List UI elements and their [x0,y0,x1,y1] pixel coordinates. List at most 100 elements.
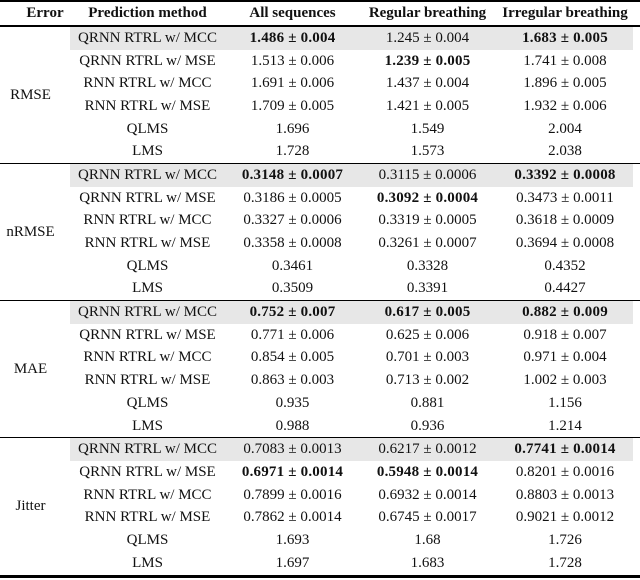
error-group-mae: MAE QRNN RTRL w/ MCC 0.752 ± 0.007 0.617 ± … [0,300,640,438]
value-cell: 0.617 ± 0.005 [360,300,495,324]
table-row: RNN RTRL w/ MCC 0.7899 ± 0.0016 0.6932 ± 0… [0,484,640,507]
value-cell: 0.936 [410,417,445,434]
table-row: QLMS 1.696 1.549 2.004 [0,118,640,141]
method-cell: QRNN RTRL w/ MSE [79,326,216,343]
value-cell: 0.6932 ± 0.0014 [378,486,477,503]
value-cell: 0.3509 [271,280,314,297]
method-cell: QRNN RTRL w/ MCC [70,300,237,324]
table-row: LMS 0.3509 0.3391 0.4427 [0,278,640,301]
value-cell: 0.6217 ± 0.0012 [360,437,495,462]
method-cell: QLMS [126,394,169,411]
error-group-label: RMSE [0,25,70,164]
value-cell: 1.549 [410,120,445,137]
value-cell: 1.709 ± 0.005 [250,97,335,114]
value-cell: 1.245 ± 0.004 [360,25,495,50]
value-cell: 0.701 ± 0.003 [385,349,470,366]
value-cell: 1.68 [414,531,441,548]
value-cell: 0.3327 ± 0.0006 [243,212,342,229]
method-cell: QLMS [126,531,169,548]
error-group-jitter: Jitter QRNN RTRL w/ MCC 0.7083 ± 0.0013 0.6… [0,437,640,576]
method-cell: QRNN RTRL w/ MCC [70,25,237,50]
value-cell: 0.7741 ± 0.0014 [495,437,640,462]
method-cell: QLMS [126,120,169,137]
value-cell: 1.932 ± 0.006 [523,97,607,114]
method-cell: RNN RTRL w/ MCC [83,212,212,229]
method-cell: QRNN RTRL w/ MCC [70,437,237,462]
table-row: RMSE QRNN RTRL w/ MCC 1.486 ± 0.004 1.245 ±… [0,25,640,164]
value-cell: 0.4352 [544,257,586,274]
table-row: Jitter QRNN RTRL w/ MCC 0.7083 ± 0.0013 0.6… [0,437,640,576]
method-cell: RNN RTRL w/ MCC [83,349,212,366]
table-header: Error Prediction method All sequences Re… [0,1,640,27]
value-cell: 0.854 ± 0.005 [250,349,335,366]
value-cell: 0.3391 [406,280,449,297]
method-cell: LMS [132,143,163,160]
method-cell: QRNN RTRL w/ MSE [79,463,216,480]
value-cell: 2.038 [548,143,582,160]
value-cell: 1.896 ± 0.005 [523,75,607,92]
table-row: QLMS 0.935 0.881 1.156 [0,392,640,415]
value-cell: 0.3261 ± 0.0007 [378,235,477,252]
value-cell: 0.6971 ± 0.0014 [241,463,344,480]
value-cell: 0.3092 ± 0.0004 [376,189,479,206]
method-cell: RNN RTRL w/ MCC [83,486,212,503]
value-cell: 1.239 ± 0.005 [384,52,471,69]
value-cell: 0.3392 ± 0.0008 [495,163,640,187]
table-row: LMS 0.988 0.936 1.214 [0,415,640,438]
error-group-label: Jitter [0,437,70,576]
value-cell: 1.486 ± 0.004 [237,25,360,50]
value-cell: 1.683 [410,554,445,571]
value-cell: 0.918 ± 0.007 [523,326,607,343]
error-group-nrmse: nRMSE QRNN RTRL w/ MCC 0.3148 ± 0.0007 0.31… [0,163,640,301]
error-group-label: MAE [0,300,70,438]
value-cell: 0.3115 ± 0.0006 [360,163,495,187]
value-cell: 0.6745 ± 0.0017 [378,509,477,526]
value-cell: 0.625 ± 0.006 [385,326,470,343]
method-cell: RNN RTRL w/ MSE [84,372,211,389]
method-cell: QRNN RTRL w/ MSE [79,52,216,69]
method-cell: RNN RTRL w/ MSE [84,235,211,252]
value-cell: 0.3461 [271,257,314,274]
value-cell: 1.573 [410,143,445,160]
value-cell: 1.741 ± 0.008 [523,52,607,69]
method-cell: LMS [132,417,163,434]
value-cell: 0.3694 ± 0.0008 [515,235,615,252]
table-row: QRNN RTRL w/ MSE 0.3186 ± 0.0005 0.3092 ± … [0,187,640,210]
method-cell: QRNN RTRL w/ MCC [70,163,237,187]
error-group-label: nRMSE [0,163,70,301]
column-header-irregular-breathing: Irregular breathing [495,1,640,27]
value-cell: 1.693 [275,531,310,548]
value-cell: 0.988 [275,417,310,434]
column-header-prediction-method: Prediction method [70,1,237,27]
value-cell: 0.3319 ± 0.0005 [378,212,477,229]
value-cell: 0.7083 ± 0.0013 [237,437,360,462]
value-cell: 1.421 ± 0.005 [385,97,470,114]
error-group-rmse: RMSE QRNN RTRL w/ MCC 1.486 ± 0.004 1.245 ±… [0,25,640,164]
table-row: QLMS 1.693 1.68 1.726 [0,529,640,552]
value-cell: 1.214 [548,417,582,434]
method-cell: RNN RTRL w/ MSE [84,97,211,114]
value-cell: 0.9021 ± 0.0012 [515,509,615,526]
value-cell: 0.8201 ± 0.0016 [515,463,615,480]
value-cell: 0.5948 ± 0.0014 [376,463,479,480]
column-header-all-sequences: All sequences [237,1,360,27]
value-cell: 0.881 [410,394,445,411]
table-row: RNN RTRL w/ MSE 0.3358 ± 0.0008 0.3261 ± 0… [0,232,640,255]
value-cell: 0.882 ± 0.009 [495,300,640,324]
table-row: nRMSE QRNN RTRL w/ MCC 0.3148 ± 0.0007 0.31… [0,163,640,301]
method-cell: LMS [132,280,163,297]
table-row: QRNN RTRL w/ MSE 1.513 ± 0.006 1.239 ± 0.0… [0,50,640,73]
value-cell: 1.696 [275,120,310,137]
value-cell: 1.691 ± 0.006 [250,75,335,92]
value-cell: 1.728 [275,143,310,160]
header-row: Error Prediction method All sequences Re… [0,1,640,27]
value-cell: 0.7862 ± 0.0014 [243,509,342,526]
table-row: RNN RTRL w/ MCC 0.854 ± 0.005 0.701 ± 0.00… [0,347,640,370]
method-cell: RNN RTRL w/ MCC [83,75,212,92]
value-cell: 0.7899 ± 0.0016 [243,486,342,503]
value-cell: 0.971 ± 0.004 [523,349,607,366]
value-cell: 0.3148 ± 0.0007 [237,163,360,187]
method-cell: QRNN RTRL w/ MSE [79,189,216,206]
method-cell: LMS [132,554,163,571]
